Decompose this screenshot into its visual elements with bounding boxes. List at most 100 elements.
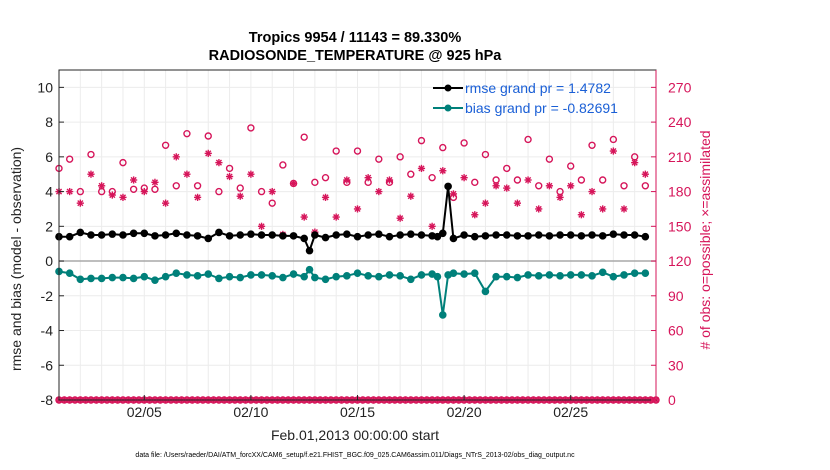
rmse-point (279, 232, 287, 240)
bias-point (524, 271, 532, 279)
y-right-tick-label: 240 (668, 114, 692, 130)
y-axis-label: rmse and bias (model - observation) (8, 147, 24, 371)
obs-assimilated-marker (599, 205, 607, 213)
obs-possible-marker (535, 182, 543, 190)
obs-assimilated-marker (193, 193, 202, 201)
bias-point (513, 273, 522, 282)
obs-possible-marker (513, 176, 522, 184)
obs-assimilated-marker (385, 176, 394, 184)
rmse-point (502, 231, 511, 239)
obs-possible-marker (545, 155, 554, 163)
bias-point (151, 276, 159, 284)
rmse-point (598, 232, 607, 240)
bias-point (620, 271, 628, 279)
rmse-point (407, 230, 415, 238)
bias-point (449, 269, 458, 278)
obs-assimilated-marker (98, 182, 106, 190)
y-tick-label: 0 (45, 253, 53, 269)
rmse-point (396, 231, 404, 239)
data-file-footnote: data file: /Users/raeder/DAI/ATM_forcXX/… (135, 452, 575, 459)
rmse-point (513, 232, 522, 240)
obs-possible-marker (609, 135, 618, 144)
rmse-point (225, 232, 234, 240)
bias-point (364, 272, 372, 280)
obs-possible-marker (321, 173, 330, 182)
rmse-point (289, 232, 298, 240)
obs-possible-marker (65, 155, 74, 163)
bias-point (438, 311, 447, 319)
x-tick-label: 02/10 (233, 404, 268, 420)
bias-point (375, 272, 383, 281)
bias-point (556, 272, 564, 280)
obs-assimilated-marker (268, 187, 276, 196)
bias-point (268, 272, 277, 280)
obs-possible-marker (268, 199, 276, 207)
bias-point (108, 273, 117, 282)
rmse-point (534, 231, 543, 239)
rmse-point (311, 231, 319, 239)
bias-point (588, 272, 596, 280)
bias-point (305, 265, 314, 274)
obs-possible-marker (236, 184, 244, 192)
obs-assimilated-marker (609, 147, 617, 155)
bias-point (534, 272, 543, 280)
x-tick-label: 02/20 (447, 404, 482, 420)
rmse-point (470, 232, 479, 241)
bias-point (577, 271, 586, 279)
rmse-point (588, 231, 596, 239)
ticks: 02/05 02/10 02/15 02/20 02/25 -8 -6 -4 -2 0 2 4 6 8 10… (37, 79, 691, 420)
bias-point (129, 274, 138, 283)
bias-point (492, 272, 500, 281)
rmse-line (59, 186, 646, 254)
obs-possible-marker (524, 135, 532, 144)
y-right-tick-label: 90 (668, 288, 684, 304)
obs-assimilated-marker (236, 192, 244, 200)
y-tick-label: 2 (45, 218, 53, 234)
y-right-tick-label: 270 (668, 79, 692, 95)
obs-assimilated-marker (215, 159, 223, 167)
bias-point (566, 271, 575, 279)
obs-assimilated-marker (140, 187, 148, 196)
rmse-point (151, 232, 159, 240)
rmse-point (321, 233, 330, 242)
series-lines (55, 182, 650, 319)
bias-point (385, 271, 394, 279)
bias-point (87, 274, 95, 283)
obs-assimilated-marker (321, 193, 330, 201)
obs-assimilated-marker (257, 222, 266, 230)
obs-possible-marker (172, 182, 180, 190)
obs-possible-marker (193, 182, 202, 190)
bias-point (641, 269, 650, 278)
y-tick-label: -4 (41, 323, 54, 339)
obs-possible-marker (503, 164, 511, 173)
rmse-point (300, 234, 308, 243)
obs-possible-marker (119, 158, 127, 167)
obs-possible-marker (492, 176, 500, 184)
obs-assimilated-marker (183, 170, 191, 178)
y-tick-label: -8 (41, 392, 54, 408)
obs-assimilated-marker (119, 193, 127, 201)
x-tick-label: 02/05 (127, 404, 162, 420)
obs-possible-marker (183, 129, 191, 138)
bias-point (172, 269, 181, 278)
obs-possible-marker (407, 170, 415, 178)
bias-point (161, 272, 170, 281)
bias-point (204, 270, 213, 278)
rmse-point (620, 231, 628, 239)
rmse-point (236, 231, 245, 239)
rmse-point (641, 232, 650, 241)
bias-point (353, 269, 362, 278)
rmse-point (268, 231, 277, 239)
bias-point (545, 271, 554, 279)
chart-title-line2: RADIOSONDE_TEMPERATURE @ 925 hPa (209, 48, 503, 64)
y-right-axis-label: # of obs: o=possible; ×=assimilated (697, 130, 713, 349)
rmse-point (364, 231, 372, 239)
obs-assimilated-marker (130, 176, 138, 184)
bias-point (332, 272, 340, 281)
bias-point (470, 269, 479, 278)
obs-assimilated-marker (471, 211, 479, 219)
obs-assimilated-marker (481, 199, 490, 207)
obs-possible-marker (588, 141, 596, 149)
obs-assimilated-marker (375, 187, 383, 196)
rmse-point (524, 232, 532, 240)
